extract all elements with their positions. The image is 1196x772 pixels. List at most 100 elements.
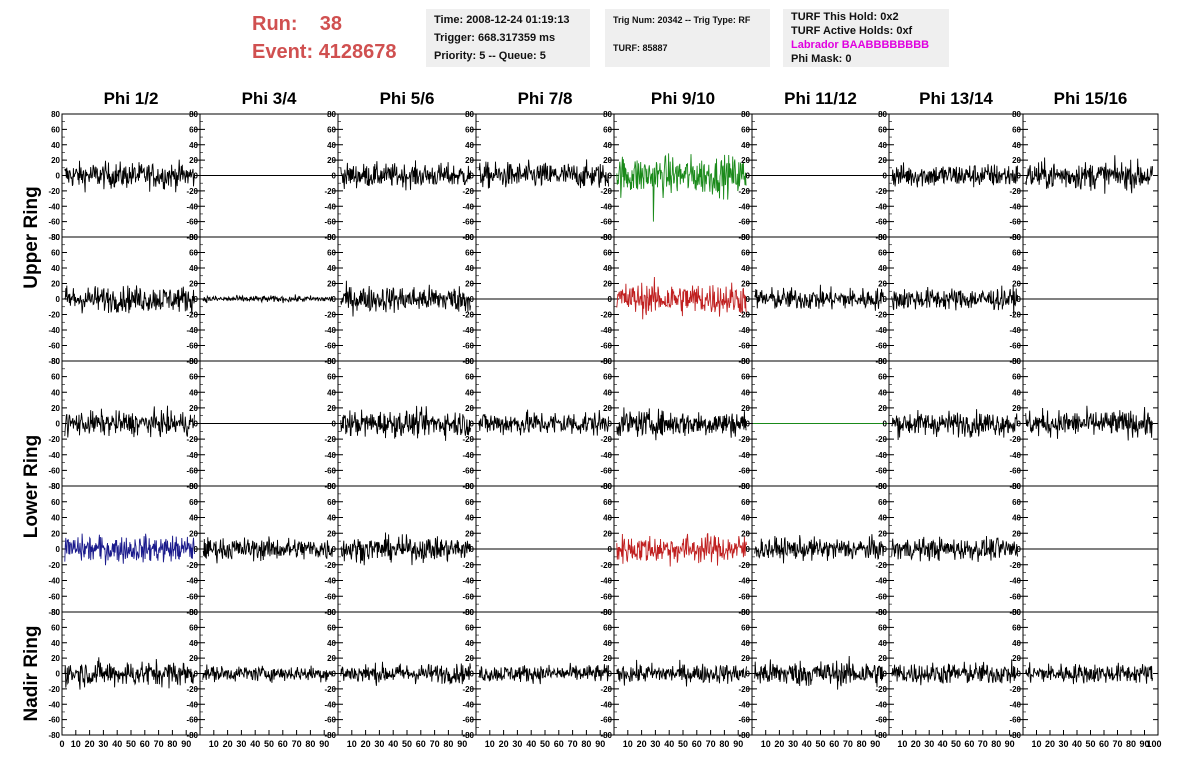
y-tick-label: -20	[324, 435, 336, 444]
y-tick-label: 20	[51, 404, 60, 413]
y-tick-label: -20	[875, 685, 887, 694]
waveform-trace	[616, 533, 747, 567]
waveform-trace	[891, 409, 1019, 441]
y-tick-label: 0	[470, 295, 475, 304]
y-tick-label: 60	[878, 498, 887, 507]
event-value: 4128678	[318, 41, 397, 63]
x-tick-label: 80	[167, 739, 177, 749]
x-tick-label: 50	[815, 739, 825, 749]
y-tick-label: 80	[1012, 608, 1021, 617]
y-tick-label: -60	[462, 218, 474, 227]
y-tick-label: 40	[327, 388, 336, 397]
y-tick-label: 0	[746, 420, 751, 429]
y-tick-label: 40	[465, 141, 474, 150]
x-tick-label: 30	[788, 739, 798, 749]
y-tick-label: 60	[1012, 373, 1021, 382]
waveform-trace	[478, 159, 609, 189]
x-tick-label: 20	[1045, 739, 1055, 749]
x-tick-label: 50	[264, 739, 274, 749]
x-tick-label: 40	[526, 739, 536, 749]
y-tick-label: -60	[186, 218, 198, 227]
x-tick-label: 70	[1112, 739, 1122, 749]
y-tick-label: -60	[738, 592, 750, 601]
y-tick-label: 80	[878, 233, 887, 242]
y-tick-label: 0	[608, 172, 613, 181]
y-tick-label: -80	[186, 731, 198, 740]
y-tick-label: -60	[462, 342, 474, 351]
y-tick-label: -80	[48, 608, 60, 617]
y-tick-label: 80	[603, 357, 612, 366]
y-tick-label: -40	[738, 451, 750, 460]
y-tick-label: -40	[48, 577, 60, 586]
y-tick-label: 80	[189, 110, 198, 119]
y-tick-label: -60	[600, 342, 612, 351]
y-tick-label: 40	[741, 264, 750, 273]
y-tick-label: 60	[603, 373, 612, 382]
y-tick-label: 60	[741, 373, 750, 382]
y-tick-label: 80	[741, 110, 750, 119]
y-tick-label: 60	[741, 498, 750, 507]
turf-hold-text: TURF This Hold: 0x2	[791, 11, 899, 23]
y-tick-label: 40	[51, 141, 60, 150]
y-tick-label: 0	[194, 172, 199, 181]
y-tick-label: -40	[462, 700, 474, 709]
y-tick-label: 60	[878, 125, 887, 134]
y-tick-label: 40	[51, 639, 60, 648]
run-event-box: Run: 38 Event: 4128678	[252, 10, 397, 66]
y-tick-label: 0	[1017, 545, 1022, 554]
y-tick-label: -40	[324, 202, 336, 211]
y-tick-label: 20	[189, 654, 198, 663]
y-tick-label: 0	[883, 670, 888, 679]
y-tick-label: -60	[324, 218, 336, 227]
y-tick-label: 40	[189, 141, 198, 150]
y-tick-label: 40	[327, 264, 336, 273]
y-tick-label: -20	[48, 311, 60, 320]
x-tick-label: 70	[978, 739, 988, 749]
x-tick-label: 10	[761, 739, 771, 749]
waveform-trace	[340, 280, 471, 317]
y-tick-label: -20	[875, 187, 887, 196]
y-tick-label: -20	[48, 561, 60, 570]
y-tick-label: -20	[1009, 187, 1021, 196]
y-tick-label: 40	[878, 141, 887, 150]
y-tick-label: -40	[875, 451, 887, 460]
y-tick-label: 40	[1012, 264, 1021, 273]
y-tick-label: 20	[878, 654, 887, 663]
y-tick-label: 20	[1012, 529, 1021, 538]
y-tick-label: -40	[48, 202, 60, 211]
y-tick-label: 0	[470, 420, 475, 429]
waveform-trace	[64, 533, 195, 566]
y-tick-label: 0	[194, 295, 199, 304]
y-tick-label: -60	[600, 466, 612, 475]
trig-num-text: Trig Num: 20342 -- Trig Type: RF	[613, 15, 751, 25]
y-tick-label: 0	[332, 420, 337, 429]
y-tick-label: 40	[878, 264, 887, 273]
y-tick-label: -60	[324, 342, 336, 351]
y-tick-label: 0	[608, 420, 613, 429]
y-tick-label: 40	[603, 388, 612, 397]
y-tick-label: 60	[327, 373, 336, 382]
x-tick-label: 10	[209, 739, 219, 749]
y-tick-label: -40	[462, 326, 474, 335]
y-tick-label: 0	[746, 670, 751, 679]
y-tick-label: 60	[51, 623, 60, 632]
ring-label: Nadir Ring	[21, 625, 42, 721]
x-tick-label: 20	[223, 739, 233, 749]
y-tick-label: -20	[186, 561, 198, 570]
turf-active-text: TURF Active Holds: 0xf	[791, 25, 913, 37]
y-tick-label: -40	[600, 451, 612, 460]
x-tick-label: 90	[870, 739, 880, 749]
y-tick-label: 0	[56, 420, 61, 429]
x-tick-label: 50	[1085, 739, 1095, 749]
y-tick-label: -60	[1009, 342, 1021, 351]
y-tick-label: 0	[746, 295, 751, 304]
waveform-trace	[64, 405, 195, 438]
y-tick-label: -20	[1009, 685, 1021, 694]
panel-frame	[888, 485, 1024, 613]
priority-text: Priority: 5 -- Queue: 5	[434, 50, 546, 62]
x-tick-label: 30	[374, 739, 384, 749]
y-tick-label: -80	[48, 233, 60, 242]
y-tick-label: 40	[51, 388, 60, 397]
y-tick-label: 40	[327, 514, 336, 523]
y-tick-label: 40	[878, 514, 887, 523]
